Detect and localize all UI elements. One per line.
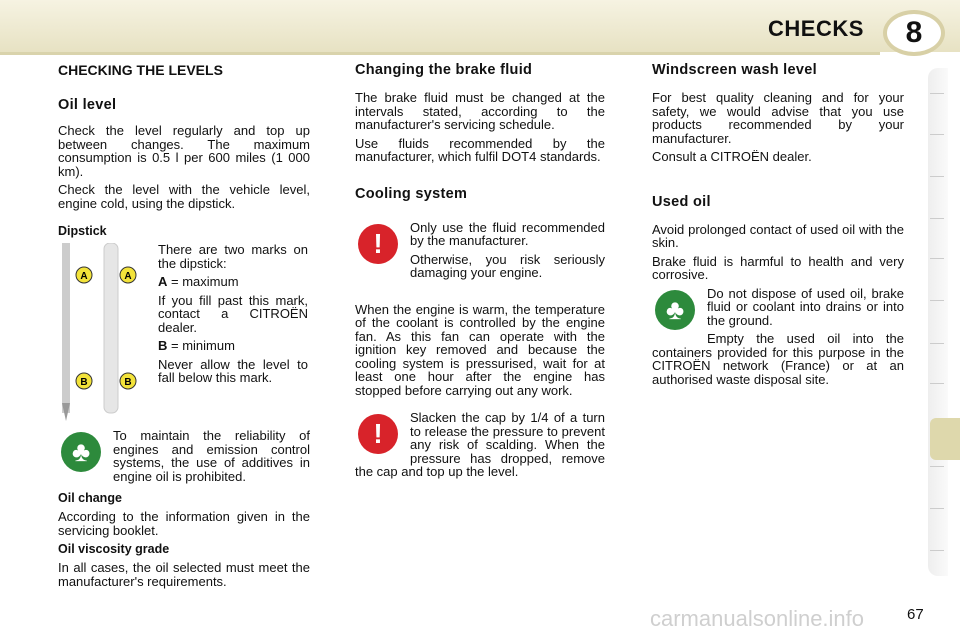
eco-note: ♣ To maintain the reliability of engines… <box>58 429 310 488</box>
paragraph: Never allow the level to fall below this… <box>158 356 308 385</box>
svg-text:A: A <box>124 271 131 282</box>
paragraph: For best quality cleaning and for your s… <box>652 90 904 146</box>
chapter-tabs <box>928 68 948 576</box>
svg-text:B: B <box>124 377 131 388</box>
viscosity-text: In all cases, the oil selected must meet… <box>58 560 310 589</box>
paragraph: Do not dispose of used oil, brake fluid … <box>707 285 904 328</box>
cap-warning: ! Slacken the cap by 1/4 of a turn to re… <box>355 411 605 484</box>
cooling-text: When the engine is warm, the temperature… <box>355 301 605 398</box>
cooling-heading: Cooling system <box>355 185 468 202</box>
section-title: CHECKS <box>768 16 864 41</box>
viscosity-heading: Oil viscosity grade <box>58 542 170 556</box>
exclamation-icon: ! <box>358 414 398 454</box>
paragraph: To maintain the reliability of engines a… <box>113 428 310 484</box>
oil-change-heading: Oil change <box>58 491 122 505</box>
header-band <box>0 0 960 52</box>
tree-icon: ♣ <box>61 432 101 472</box>
paragraph: If you fill past this mark, contact a CI… <box>158 292 308 335</box>
paragraph: The brake fluid must be changed at the i… <box>355 90 605 132</box>
paragraph: Brake fluid is harmful to health and ver… <box>652 253 904 282</box>
brake-fluid-heading: Changing the brake fluid <box>355 62 533 78</box>
wash-heading: Windscreen wash level <box>652 62 817 78</box>
paragraph: Check the level with the vehicle level, … <box>58 182 310 211</box>
paragraph: Otherwise, you risk seriously damaging y… <box>410 251 605 280</box>
tree-icon: ♣ <box>655 289 695 330</box>
levels-title: CHECKING THE LEVELS <box>58 62 223 78</box>
dipstick-illustration: A A B B <box>62 243 137 421</box>
svg-text:A: A <box>80 271 87 282</box>
chapter-badge: 8 <box>883 10 945 56</box>
cooling-warning: ! Only use the fluid recommended by the … <box>355 219 605 285</box>
dipstick-text: There are two marks on the dipstick: A =… <box>158 243 308 423</box>
empty-oil-text: Empty the used oil into the containers p… <box>652 331 904 387</box>
mark-b-text: = minimum <box>167 338 235 353</box>
column-brake-cooling: Changing the brake fluid The brake fluid… <box>355 62 605 484</box>
exclamation-icon: ! <box>358 223 398 264</box>
mark-a-text: = maximum <box>167 274 239 289</box>
paragraph: Slacken the cap by 1/4 of a turn to rele… <box>355 410 605 479</box>
paragraph: There are two marks on the dipstick: <box>158 242 308 271</box>
chapter-tab-active[interactable] <box>930 418 960 460</box>
paragraph: Check the level regularly and top up bet… <box>58 123 310 179</box>
oil-change-text: According to the information given in th… <box>58 509 310 538</box>
header-rule <box>0 52 880 55</box>
paragraph: Avoid prolonged contact of used oil with… <box>652 221 904 250</box>
used-oil-heading: Used oil <box>652 193 711 210</box>
column-wash-used-oil: Windscreen wash level For best quality c… <box>652 62 904 391</box>
mark-b: B <box>158 338 168 353</box>
dispose-text: ♣ Do not dispose of used oil, brake flui… <box>652 285 904 392</box>
page-number: 67 <box>907 606 924 623</box>
paragraph: Use fluids recommended by the manufactur… <box>355 135 605 164</box>
column-levels: CHECKING THE LEVELS Oil level Check the … <box>58 62 310 593</box>
mark-a: A <box>158 274 168 289</box>
paragraph: Consult a CITROËN dealer. <box>652 149 812 164</box>
watermark: carmanualsonline.info <box>650 606 865 631</box>
dipstick-heading: Dipstick <box>58 224 107 238</box>
dipstick-section: A A B B There are two marks on the dipstick… <box>58 243 310 423</box>
svg-text:B: B <box>80 377 87 388</box>
paragraph: Only use the fluid recommended by the ma… <box>410 219 605 248</box>
oil-level-heading: Oil level <box>58 97 117 113</box>
